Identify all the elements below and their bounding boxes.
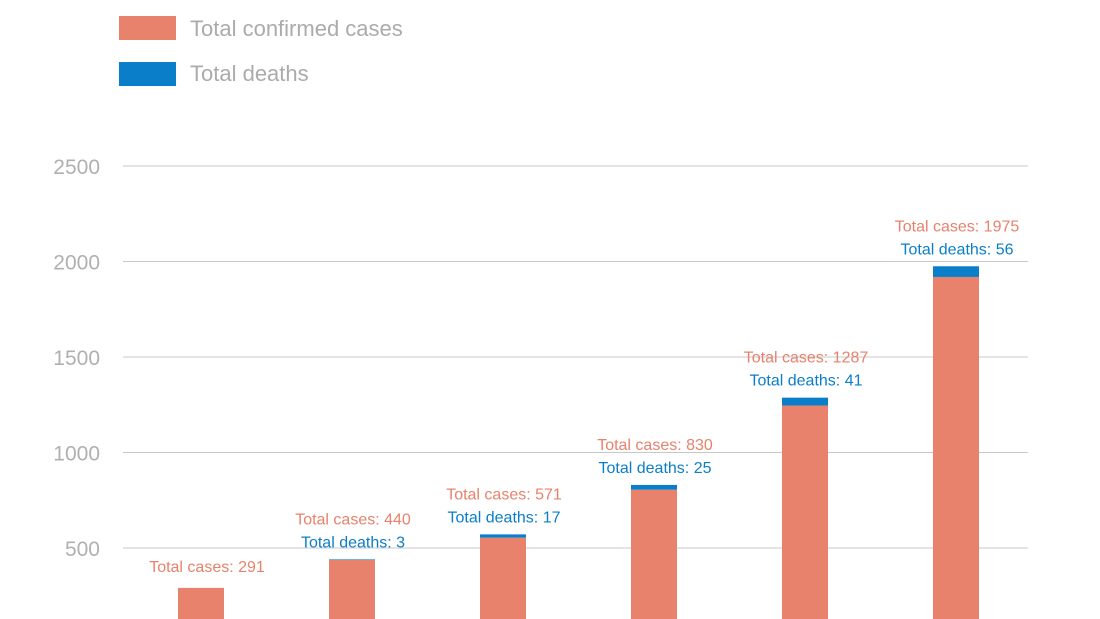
legend-label-cases: Total confirmed cases [190,16,403,41]
legend-swatch-deaths [119,62,176,86]
bars [178,266,979,619]
y-axis: 500 1000 1500 2000 2500 [53,156,100,561]
data-labels: Total cases: 291 Total deaths: 3 Total cas… [149,218,1019,576]
bar-cases [782,405,828,619]
deaths-data-label: Total deaths: 25 [599,460,712,477]
y-tick-label: 1000 [53,442,100,465]
legend-label-deaths: Total deaths [190,61,309,86]
y-tick-label: 2000 [53,251,100,274]
bar-cases [480,537,526,619]
bar-deaths [782,397,828,406]
cases-data-label: Total cases: 1287 [744,350,869,367]
bar-deaths [329,559,375,560]
deaths-data-label: Total deaths: 56 [901,241,1014,258]
bar-deaths [933,266,979,277]
legend: Total confirmed cases Total deaths [119,16,403,86]
bar-cases [178,587,224,619]
y-tick-label: 1500 [53,347,100,370]
cases-data-label: Total cases: 1975 [895,218,1020,235]
y-tick-label: 500 [65,538,100,561]
deaths-data-label: Total deaths: 41 [750,373,863,390]
legend-swatch-cases [119,16,176,40]
cases-data-label: Total cases: 830 [597,437,713,454]
cases-data-label: Total cases: 571 [446,486,562,503]
cases-data-label: Total cases: 291 [149,559,265,576]
bar-cases [329,559,375,619]
bar-cases [933,276,979,619]
bar-deaths [480,534,526,538]
gridlines [123,165,1028,549]
deaths-data-label: Total deaths: 3 [301,534,405,551]
bar-cases [631,489,677,619]
deaths-data-label: Total deaths: 17 [448,509,561,526]
bar-deaths [631,484,677,490]
y-tick-label: 2500 [53,156,100,179]
cases-data-label: Total cases: 440 [295,511,411,528]
